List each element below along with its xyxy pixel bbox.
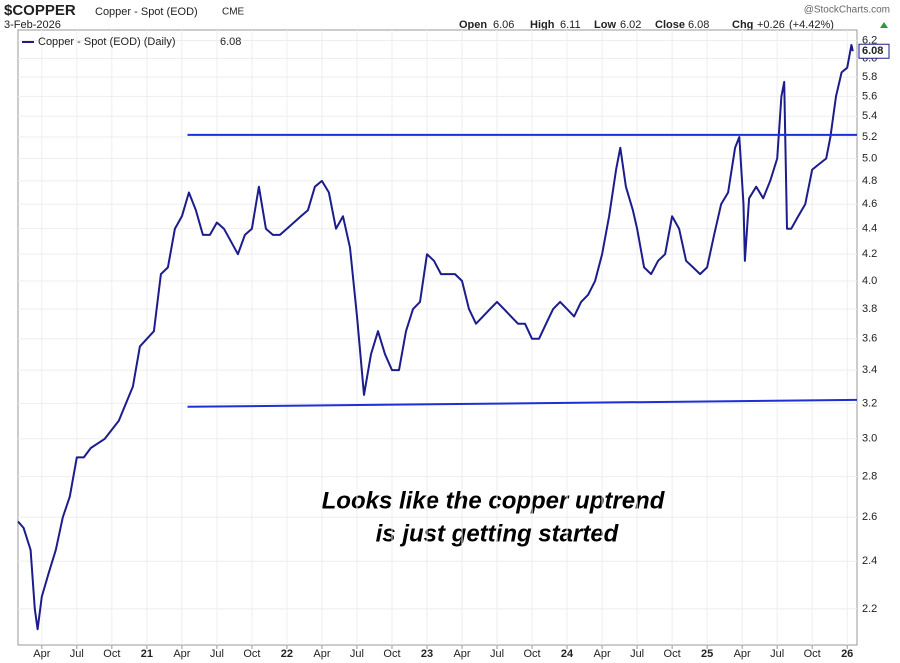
- x-tick-label: 25: [701, 648, 713, 660]
- x-tick-label: 23: [421, 648, 433, 660]
- y-tick-label: 3.4: [862, 364, 877, 376]
- y-tick-label: 4.4: [862, 223, 877, 235]
- last-value: 6.08: [862, 45, 883, 57]
- y-tick-label: 5.0: [862, 152, 877, 164]
- legend-value: 6.08: [220, 36, 241, 48]
- quote-value: (+4.42%): [789, 19, 834, 31]
- y-tick-label: 4.0: [862, 275, 877, 287]
- x-tick-label: Oct: [804, 648, 821, 660]
- quote-value: +0.26: [757, 19, 785, 31]
- x-tick-label: Jul: [490, 648, 504, 660]
- quote-value: 6.08: [688, 19, 709, 31]
- x-tick-label: Apr: [594, 648, 611, 660]
- y-tick-label: 3.8: [862, 303, 877, 315]
- y-tick-label: 2.4: [862, 555, 877, 567]
- trend-line: [187, 398, 858, 408]
- plot: [17, 29, 858, 649]
- y-tick-label: 2.6: [862, 511, 877, 523]
- quote-label: Close: [655, 19, 685, 31]
- quote-label: Open: [459, 19, 487, 31]
- y-tick-label: 5.2: [862, 131, 877, 143]
- y-tick-label: 4.2: [862, 248, 877, 260]
- quote-label: Low: [594, 19, 616, 31]
- annotation: is just getting started: [376, 520, 620, 547]
- x-tick-label: Apr: [453, 648, 470, 660]
- quote-value: 6.11: [560, 19, 581, 31]
- source: @StockCharts.com: [804, 5, 890, 16]
- last-value-box: [858, 43, 890, 59]
- y-tick-label: 5.4: [862, 110, 877, 122]
- y-tick-label: 2.2: [862, 603, 877, 615]
- y-tick-label: 2.8: [862, 471, 877, 483]
- x-tick-label: 21: [141, 648, 153, 660]
- x-tick-label: Oct: [243, 648, 260, 660]
- y-tick-label: 4.6: [862, 198, 877, 210]
- exchange: CME: [222, 7, 245, 18]
- x-tick-label: Oct: [103, 648, 120, 660]
- up-arrow: [880, 22, 888, 28]
- x-tick-label: Jul: [630, 648, 644, 660]
- x-tick-label: Oct: [664, 648, 681, 660]
- x-tick-label: Oct: [523, 648, 540, 660]
- plot-frame: [17, 29, 858, 646]
- x-tick-label: Apr: [173, 648, 190, 660]
- y-tick-label: 5.8: [862, 71, 877, 83]
- x-tick-label: Jul: [770, 648, 784, 660]
- symbol: $COPPER: [4, 2, 76, 19]
- x-tick-label: 24: [561, 648, 574, 660]
- quote-value: 6.02: [620, 19, 641, 31]
- x-tick-label: Apr: [734, 648, 751, 660]
- chart-title: Copper - Spot (EOD): [95, 6, 198, 18]
- legend-label: Copper - Spot (EOD) (Daily): [38, 36, 176, 48]
- x-tick-label: Jul: [350, 648, 364, 660]
- quote-value: 6.06: [493, 19, 514, 31]
- x-tick-label: Oct: [383, 648, 400, 660]
- y-tick-label: 3.6: [862, 333, 877, 345]
- y-tick-label: 6.2: [862, 34, 877, 46]
- x-tick-label: Jul: [70, 648, 84, 660]
- x-tick-label: Apr: [313, 648, 330, 660]
- x-tick-label: 22: [281, 648, 293, 660]
- quote-label: Chg: [732, 19, 753, 31]
- x-tick-label: Apr: [33, 648, 50, 660]
- y-tick-label: 4.8: [862, 175, 877, 187]
- y-tick-label: 3.0: [862, 433, 877, 445]
- annotation: Looks like the copper uptrend: [322, 487, 666, 514]
- y-tick-label: 5.6: [862, 90, 877, 102]
- quote-label: High: [530, 19, 555, 31]
- x-tick-label: Jul: [210, 648, 224, 660]
- price-line: [17, 44, 854, 631]
- y-tick-label: 3.2: [862, 397, 877, 409]
- x-tick-label: 26: [841, 648, 853, 660]
- date: 3-Feb-2026: [4, 19, 61, 31]
